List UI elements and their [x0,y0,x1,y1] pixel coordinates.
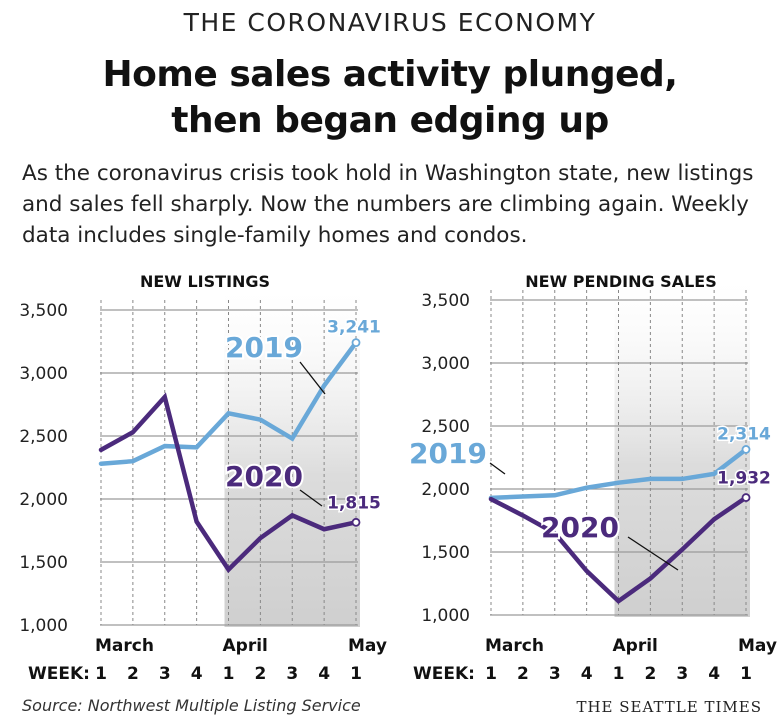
headline: Home sales activity plunged, then began … [0,52,780,144]
x-tick-label: 3 [159,664,171,684]
series-label-2019: 2019 [409,437,487,470]
chart-new-listings: NEW LISTINGS 1,000 1,500 2,000 2,500 3,000 3,5… [19,272,387,684]
end-point-2020 [741,493,751,502]
end-point-2020 [351,517,361,527]
y-tick-label: 2,000 [421,480,470,500]
x-tick-label: 2 [254,664,266,684]
x-tick-label: 3 [549,664,561,684]
x-tick-label: 2 [127,664,139,684]
x-tick-label: 1 [350,664,362,684]
end-value-label-2019: 2,314 [717,424,771,444]
end-value-label-2020: 1,932 [717,469,771,489]
y-tick-label: 1,500 [19,553,68,573]
month-label: May [348,636,387,656]
end-value-label-2020: 1,815 [327,493,381,513]
dek: As the coronavirus crisis took hold in W… [22,161,754,248]
x-tick-label: 1 [223,664,235,684]
series-leader-2019 [489,462,506,475]
y-tick-label: 2,000 [19,490,68,510]
x-tick-label: 1 [740,664,752,684]
x-tick-label: 2 [517,664,529,684]
series-line-2020 [488,495,749,605]
end-point-2019 [351,338,361,348]
month-label: March [485,636,544,656]
week-axis-label: WEEK: [413,664,475,684]
x-tick-label: 1 [485,664,497,684]
y-tick-label: 1,000 [19,616,68,636]
chart-new-pending-sales: NEW PENDING SALES 1,000 1,500 2,000 2,500 3,0… [407,272,777,684]
y-tick-label: 2,500 [19,427,68,447]
series-leader-2020 [627,536,679,571]
y-tick-label: 3,000 [19,364,68,384]
week-axis-label: WEEK: [28,664,90,684]
y-tick-label: 3,500 [421,291,470,311]
y-tick-label: 1,000 [421,606,470,626]
series-leader-2019 [299,361,326,395]
end-value-label-2019: 3,241 [327,318,381,338]
series-line-2019 [488,447,749,501]
x-tick-label: 1 [613,664,625,684]
chart-title: NEW LISTINGS [140,272,270,291]
source-note: Source: Northwest Multiple Listing Servi… [22,696,361,715]
x-tick-label: 3 [286,664,298,684]
x-tick-label: 4 [581,664,593,684]
y-tick-label: 3,000 [421,354,470,374]
y-tick-label: 2,500 [421,417,470,437]
month-label: March [95,636,154,656]
y-tick-label: 1,500 [421,543,470,563]
series-label-2020: 2020 [541,511,619,544]
x-tick-label: 3 [676,664,688,684]
headline-line-2: then began edging up [171,100,609,141]
series-line-2019 [98,340,359,466]
series-label-2020: 2020 [225,460,303,493]
end-point-2019 [741,445,751,454]
x-tick-label: 4 [708,664,720,684]
y-tick-label: 3,500 [19,301,68,321]
publisher-credit: THE SEATTLE TIMES [576,698,762,716]
month-label: May [738,636,777,656]
kicker: THE CORONAVIRUS ECONOMY [183,8,597,37]
month-label: April [223,636,268,656]
month-label: April [613,636,658,656]
x-tick-label: 1 [95,664,107,684]
x-tick-label: 4 [191,664,203,684]
series-label-2019: 2019 [225,331,303,364]
x-tick-label: 2 [644,664,656,684]
series-line-2020 [98,392,359,574]
x-tick-label: 4 [318,664,330,684]
headline-line-1: Home sales activity plunged, [102,54,678,95]
series-leader-2020 [299,489,323,507]
chart-title: NEW PENDING SALES [525,272,716,291]
